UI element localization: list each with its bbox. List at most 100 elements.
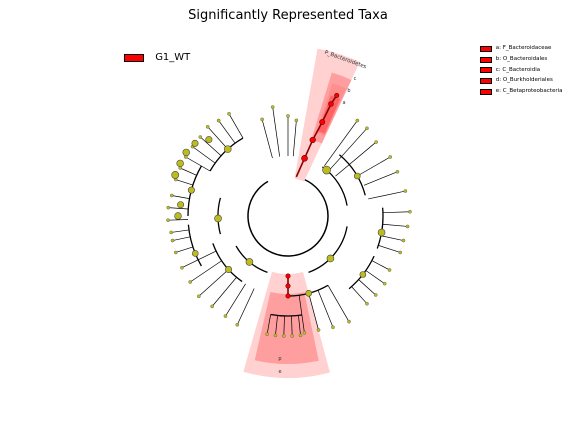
leaf-branch xyxy=(378,245,401,253)
leaf-node xyxy=(227,112,231,116)
internal-node xyxy=(245,258,254,266)
leaf-branch xyxy=(211,277,237,307)
leaf-node xyxy=(387,268,392,272)
leaf-branch xyxy=(236,288,255,325)
legend-swatch-d xyxy=(480,78,492,84)
internal-node xyxy=(322,165,331,175)
leaf-node xyxy=(265,332,269,336)
leaf-node xyxy=(216,118,221,123)
group-legend-label: G1_WT xyxy=(155,52,191,63)
leaf-branch xyxy=(180,167,197,176)
leaf-node xyxy=(382,281,387,286)
leaf-branch xyxy=(272,107,280,157)
leaf-node xyxy=(188,280,192,284)
legend-label-a: a: F_Bacteroidaceae xyxy=(495,45,552,51)
leaf-branch xyxy=(382,223,408,227)
leaf-node xyxy=(347,319,351,324)
leaf-node xyxy=(405,224,410,229)
taxa-legend-item: a: F_Bacteroidaceae xyxy=(480,44,563,55)
leaf-branch xyxy=(172,236,191,241)
leaf-node xyxy=(316,328,321,332)
leaf-node xyxy=(403,189,408,193)
leaf-node xyxy=(355,118,360,123)
leaf-node xyxy=(198,135,203,139)
legend-label-d: d: O_Burkholderiales xyxy=(495,77,553,84)
taxa-legend-item: e: C_Betaproteobacteria xyxy=(480,87,563,98)
taxa-legend-item: d: O_Burkholderiales xyxy=(480,76,563,87)
leaf-branch xyxy=(351,286,368,304)
leaf-branch xyxy=(175,179,194,186)
leaf-node xyxy=(286,114,290,118)
leaf-branch xyxy=(363,171,398,186)
leaf-branch xyxy=(382,211,410,214)
leaf-node xyxy=(273,333,278,338)
figure-title: Significantly Represented Taxa xyxy=(188,8,388,23)
leaf-branch xyxy=(168,207,189,210)
leaf-branch xyxy=(371,260,390,271)
wedge-p xyxy=(254,292,319,364)
legend-label-c: c: C_Bacteroidia xyxy=(495,66,541,73)
leaf-node xyxy=(395,169,400,174)
leaf-branch xyxy=(292,120,297,157)
legend-label-b: b: O_Bacteroidales xyxy=(495,55,548,62)
leaf-branch xyxy=(189,260,222,283)
leaf-node xyxy=(270,105,275,109)
leaf-node xyxy=(166,205,171,210)
leaf-node xyxy=(398,250,403,255)
leaf-node xyxy=(205,125,210,129)
clade-arc xyxy=(339,154,366,196)
legend-swatch-c xyxy=(480,67,492,74)
leaf-node xyxy=(290,334,294,338)
significant-branch xyxy=(303,139,314,159)
group-legend: G1_WT xyxy=(124,52,190,65)
leaf-branch xyxy=(329,128,368,171)
leaf-branch xyxy=(171,195,190,199)
root-arc xyxy=(247,179,329,257)
leaf-branch xyxy=(380,235,404,241)
internal-node xyxy=(225,266,233,274)
clade-arc xyxy=(308,226,348,273)
group-legend-swatch xyxy=(124,54,144,62)
highlight-wedges xyxy=(243,48,360,378)
leaf-node xyxy=(401,238,406,243)
leaf-node xyxy=(180,265,184,270)
leaf-branch xyxy=(261,119,273,159)
leaf-branch xyxy=(168,219,189,221)
leaf-branch xyxy=(228,113,244,139)
significant-branch xyxy=(321,103,332,123)
internal-node xyxy=(305,289,313,297)
internal-node xyxy=(359,271,367,278)
legend-label-e: e: C_Betaproteobacteria xyxy=(495,88,563,94)
leaf-node xyxy=(235,322,240,327)
leaf-node xyxy=(298,333,303,338)
label-b: b xyxy=(347,88,350,94)
outer-node xyxy=(177,201,185,209)
label-p-bottom: p xyxy=(278,356,281,362)
leaf-node xyxy=(373,293,378,297)
significant-node xyxy=(285,283,291,289)
leaf-branch xyxy=(324,120,358,167)
leaf-node xyxy=(173,250,178,255)
legend-swatch-b xyxy=(480,56,492,63)
leaf-node xyxy=(197,294,201,299)
leaf-branch xyxy=(266,314,271,335)
leaf-branch xyxy=(175,246,194,253)
leaf-node xyxy=(223,314,228,318)
internal-node xyxy=(214,214,222,223)
leaf-node xyxy=(260,117,264,122)
internal-node xyxy=(353,172,361,180)
leaf-node xyxy=(169,193,174,198)
leaf-node xyxy=(388,155,392,159)
leaf-branch xyxy=(185,156,211,172)
internal-node xyxy=(326,254,335,263)
leaf-node xyxy=(282,334,286,338)
outer-node xyxy=(182,148,190,157)
leaf-node xyxy=(170,238,175,243)
significant-node xyxy=(319,119,326,125)
significant-node xyxy=(328,101,334,107)
clade-arc xyxy=(187,224,202,267)
significant-node xyxy=(301,155,308,162)
leaf-node xyxy=(210,304,214,309)
outer-node xyxy=(176,159,184,168)
